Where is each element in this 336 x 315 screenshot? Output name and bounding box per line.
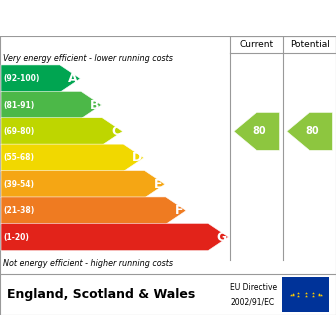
- Text: EU Directive: EU Directive: [230, 283, 277, 292]
- Polygon shape: [1, 118, 123, 145]
- Text: B: B: [90, 99, 99, 112]
- Text: Current: Current: [240, 40, 274, 49]
- Text: Very energy efficient - lower running costs: Very energy efficient - lower running co…: [3, 54, 173, 63]
- Text: Energy Efficiency Rating: Energy Efficiency Rating: [10, 10, 232, 25]
- Text: (55-68): (55-68): [4, 153, 35, 162]
- Text: 80: 80: [252, 126, 266, 136]
- Text: D: D: [131, 151, 142, 164]
- Text: Potential: Potential: [290, 40, 330, 49]
- Text: C: C: [111, 125, 120, 138]
- Polygon shape: [1, 144, 144, 171]
- Text: E: E: [154, 178, 162, 191]
- Text: (81-91): (81-91): [4, 100, 35, 110]
- Polygon shape: [287, 112, 333, 150]
- Polygon shape: [1, 65, 80, 92]
- Polygon shape: [1, 223, 228, 251]
- Polygon shape: [1, 197, 186, 224]
- Text: (69-80): (69-80): [4, 127, 35, 136]
- Text: (39-54): (39-54): [4, 180, 35, 189]
- Polygon shape: [234, 112, 280, 150]
- Text: (92-100): (92-100): [4, 74, 40, 83]
- FancyBboxPatch shape: [282, 277, 329, 312]
- Text: A: A: [68, 72, 78, 85]
- Text: England, Scotland & Wales: England, Scotland & Wales: [7, 288, 195, 301]
- Text: 2002/91/EC: 2002/91/EC: [230, 297, 274, 306]
- Text: (1-20): (1-20): [4, 232, 30, 242]
- Text: Not energy efficient - higher running costs: Not energy efficient - higher running co…: [3, 259, 173, 268]
- Text: F: F: [175, 204, 183, 217]
- Text: G: G: [216, 231, 226, 243]
- Polygon shape: [1, 170, 165, 198]
- Text: (21-38): (21-38): [4, 206, 35, 215]
- Text: 80: 80: [305, 126, 319, 136]
- Polygon shape: [1, 91, 101, 119]
